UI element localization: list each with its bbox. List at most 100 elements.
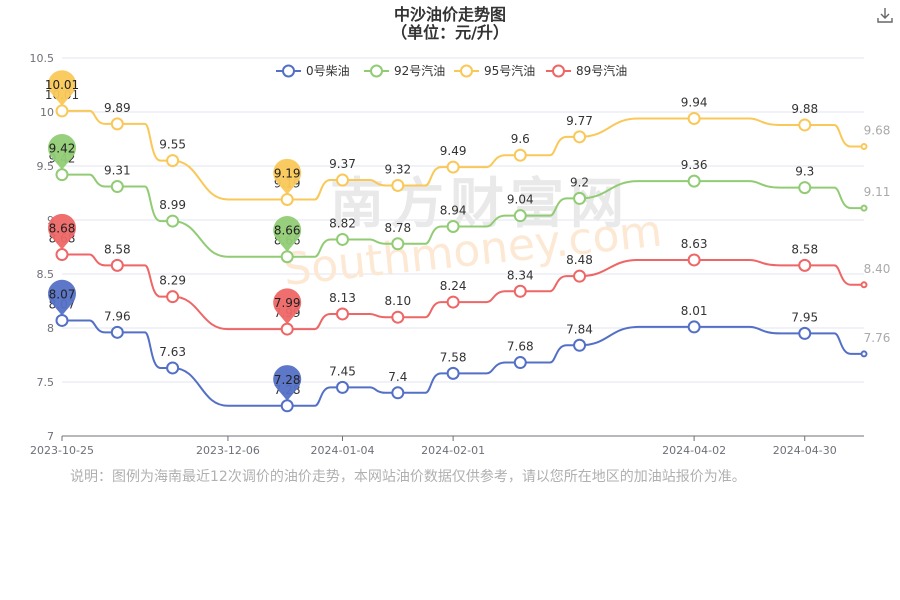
data-point [336,380,350,394]
data-label: 8.94 [440,203,467,217]
data-point [280,399,294,413]
download-icon[interactable] [876,6,894,24]
data-label: 9.94 [681,95,708,109]
legend-swatch-marker [460,64,473,78]
data-point [860,143,868,151]
data-label: 8.01 [681,304,708,318]
data-label: 8.82 [329,216,356,230]
data-label: 8.58 [104,242,131,256]
data-label: 8.40 [864,262,891,276]
data-label: 7.4 [388,370,407,384]
data-point [166,361,180,375]
data-point [55,313,69,327]
data-point [391,386,405,400]
data-label: 8.58 [791,242,818,256]
series-line [62,319,864,407]
y-tick-label: 8 [47,322,54,335]
data-point [391,178,405,192]
data-label: 8.13 [329,291,356,305]
data-label: 7.63 [159,345,186,359]
data-label: 7.95 [791,310,818,324]
pins: 8.07 7.28 9.42 8.66 10.01 9.19 8.68 7.99 [45,70,302,401]
data-point [798,181,812,195]
data-label: 9.6 [511,132,530,146]
data-label: 8.99 [159,198,186,212]
legend-label: 95号汽油 [484,63,535,78]
data-point [446,366,460,380]
data-label: 7.45 [329,364,356,378]
data-label: 9.04 [507,193,534,207]
series-line [62,109,864,201]
y-tick-label: 8.5 [37,268,55,281]
pin-marker [273,216,302,252]
data-label: 9.2 [570,175,589,189]
data-label: 9.77 [566,114,593,128]
legend: 0号柴油 92号汽油 95号汽油 89号汽油 [276,63,627,78]
data-label: 9.37 [329,157,356,171]
data-label: 9.36 [681,158,708,172]
pin-label: 10.01 [45,78,79,92]
data-label: 8.24 [440,279,467,293]
data-point [513,356,527,370]
data-point [446,219,460,233]
legend-swatch-marker [282,64,295,78]
pin-marker [48,133,76,170]
data-point [573,130,587,144]
series-line [62,173,864,258]
data-point [391,310,405,324]
data-label: 9.68 [864,124,891,138]
legend-label: 92号汽油 [394,63,445,78]
chart-title: 中沙油价走势图 [394,5,506,24]
data-point [55,104,69,118]
data-point [573,338,587,352]
axes: 77.588.599.51010.52023-10-252023-12-0620… [30,52,864,457]
data-label: 7.58 [440,350,467,364]
legend-swatch-marker [552,64,565,78]
data-point [336,232,350,246]
legend-swatch-marker [370,64,383,78]
pin-label: 7.99 [274,296,301,310]
pin-label: 9.42 [49,142,76,156]
pin-label: 8.68 [49,222,76,236]
pin-marker [48,70,76,106]
pin-label: 8.66 [274,224,301,238]
data-point [798,326,812,340]
data-point [55,248,69,262]
data-label: 8.78 [384,221,411,235]
data-point [573,269,587,283]
data-point [513,209,527,223]
pin-label: 8.07 [49,287,76,301]
data-point [166,214,180,228]
pin-marker [273,158,302,195]
data-label: 7.96 [104,309,131,323]
data-point [55,168,69,182]
data-label: 9.89 [104,101,131,115]
grid-lines [62,57,864,383]
data-point [280,250,294,264]
chart-note: 说明：图例为海南最近12次调价的油价走势，本网站油价数据仅供参考，请以您所在地区… [70,469,746,485]
data-point [513,284,527,298]
x-tick-label: 2023-10-25 [30,444,94,457]
y-tick-label: 7 [47,430,54,443]
x-tick-label: 2024-04-30 [773,444,837,457]
data-label: 8.48 [566,253,593,267]
data-label: 8.10 [384,294,411,308]
data-point [110,325,124,339]
data-point [798,258,812,272]
data-point [573,191,587,205]
data-label: 7.68 [507,340,534,354]
data-label: 8.63 [681,237,708,251]
pin-label: 7.28 [274,373,301,387]
data-point [110,180,124,194]
data-point [513,148,527,162]
data-point [687,320,701,334]
data-point [860,281,868,289]
pin-marker [48,213,76,250]
data-point [687,253,701,267]
data-point [446,160,460,174]
y-tick-label: 9.5 [37,160,55,173]
data-label: 9.88 [791,102,818,116]
data-point [860,204,868,212]
data-point [687,111,701,125]
